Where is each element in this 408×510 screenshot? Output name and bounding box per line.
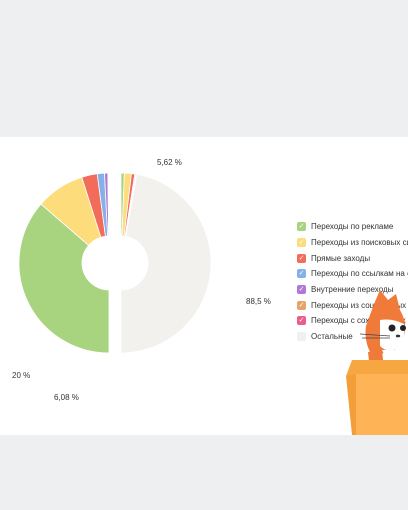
legend-checkbox[interactable]: ✓ bbox=[297, 238, 306, 248]
slice-inner-7[interactable] bbox=[120, 173, 212, 354]
data-label-outer-rest: 6,08 % bbox=[54, 393, 79, 402]
legend-item[interactable]: ✓ Переходы по рекламе bbox=[297, 219, 408, 235]
legend-item[interactable]: Остальные bbox=[297, 329, 408, 345]
legend-item[interactable]: ✓ Переходы по ссылкам на сайтах bbox=[297, 266, 408, 282]
legend-label: Переходы из поисковых систем bbox=[311, 238, 408, 248]
legend-checkbox[interactable] bbox=[297, 332, 306, 342]
legend-checkbox[interactable]: ✓ bbox=[297, 285, 306, 295]
legend-item[interactable]: ✓ Переходы из социальных сетей bbox=[297, 297, 408, 313]
data-label-inner-ad: 5,62 % bbox=[157, 158, 182, 167]
legend-label: Переходы из социальных сетей bbox=[311, 300, 408, 310]
legend-label: Прямые заходы bbox=[311, 253, 371, 263]
data-label-inner-rest: 88,5 % bbox=[246, 297, 271, 306]
legend-label: Остальные bbox=[311, 332, 353, 342]
legend-item[interactable]: ✓ Прямые заходы bbox=[297, 250, 408, 266]
legend-label: Переходы по ссылкам на сайтах bbox=[311, 269, 408, 279]
fox-in-box-mascot bbox=[346, 290, 408, 435]
legend-item[interactable]: ✓ Переходы с сохранённых страниц bbox=[297, 313, 408, 329]
chart-card: 5,62 % 88,5 % 20 % 6,08 % ✓ Переходы по р… bbox=[0, 137, 408, 435]
legend-checkbox[interactable]: ✓ bbox=[297, 300, 306, 310]
legend-item[interactable]: ✓ Переходы из поисковых систем bbox=[297, 235, 408, 251]
donut-chart bbox=[18, 172, 212, 354]
legend-label: Переходы по рекламе bbox=[311, 222, 394, 232]
legend-checkbox[interactable]: ✓ bbox=[297, 222, 306, 232]
legend-checkbox[interactable]: ✓ bbox=[297, 253, 306, 263]
legend-item[interactable]: ✓ Внутренние переходы bbox=[297, 282, 408, 298]
slice-outer-0[interactable] bbox=[18, 203, 110, 354]
legend-label: Внутренние переходы bbox=[311, 285, 394, 295]
data-label-outer-ad: 20 % bbox=[12, 371, 31, 380]
chart-legend: ✓ Переходы по рекламе ✓ Переходы из поисков… bbox=[297, 219, 408, 345]
slice-outer-6[interactable] bbox=[108, 172, 110, 237]
legend-checkbox[interactable]: ✓ bbox=[297, 316, 306, 326]
legend-checkbox[interactable]: ✓ bbox=[297, 269, 306, 279]
legend-label: Переходы с сохранённых страниц bbox=[311, 316, 408, 326]
